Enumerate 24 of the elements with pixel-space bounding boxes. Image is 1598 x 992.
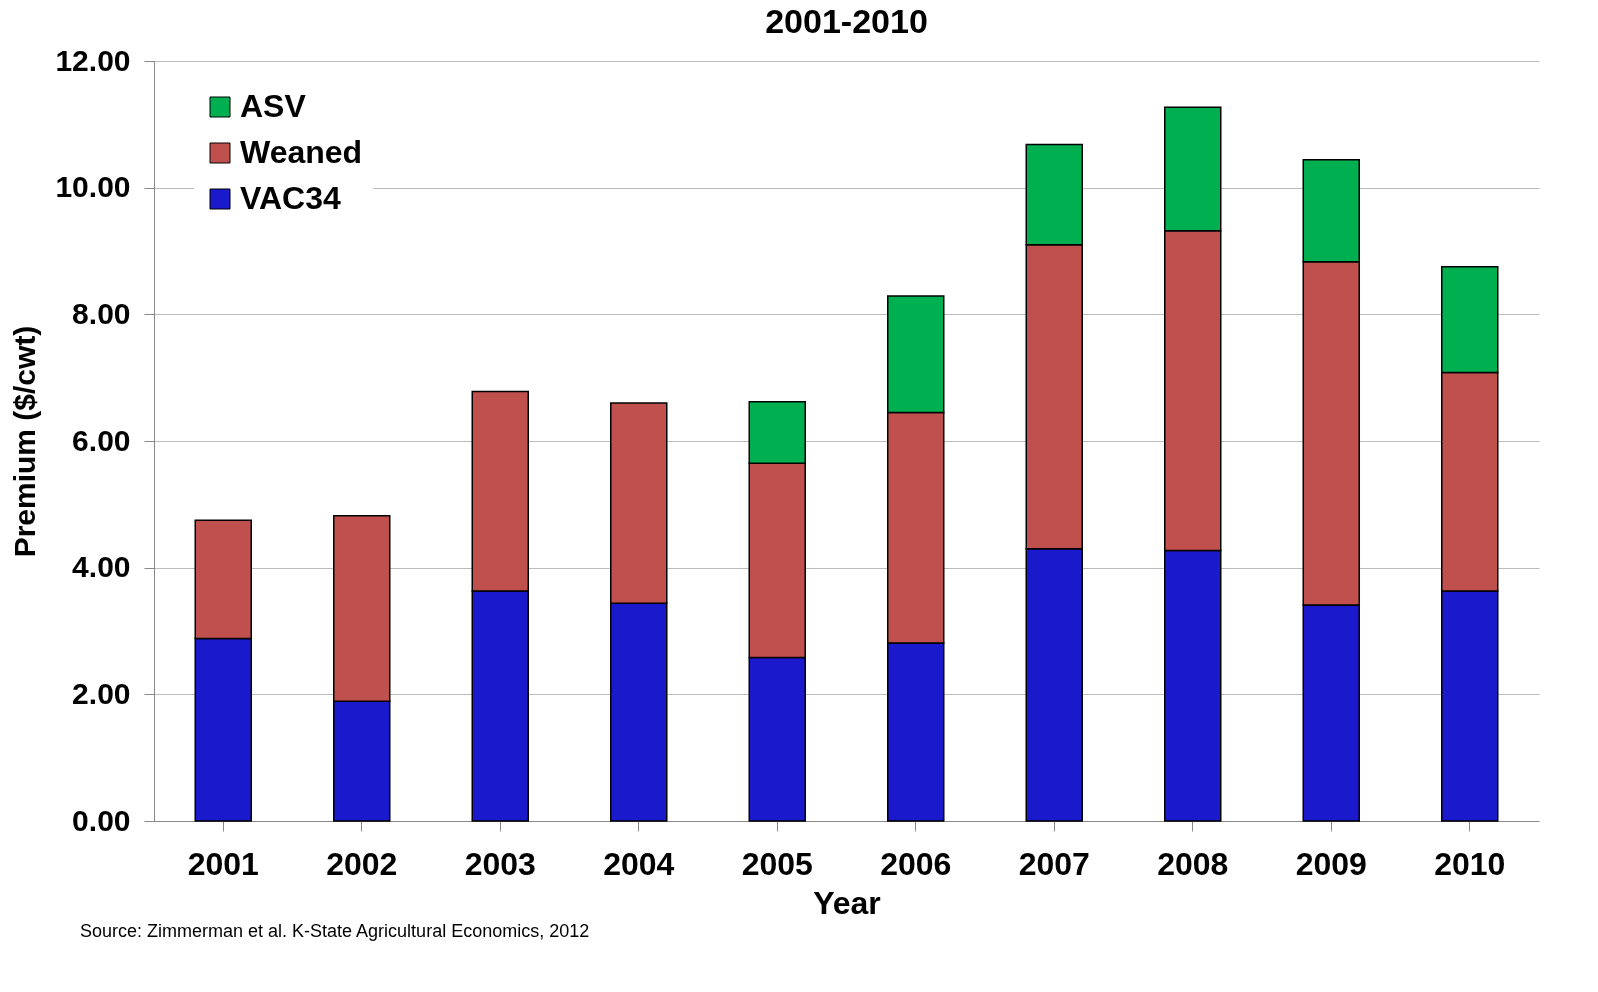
x-tick-label: 2009 [1295,845,1367,882]
y-axis-title: Premium ($/cwt) [8,325,42,558]
x-tick-label: 2002 [326,845,398,882]
x-tick-label: 2004 [603,845,675,882]
x-axis-title: Year [813,884,881,921]
x-tick-label: 2001 [187,845,259,882]
y-tick-label: 8.00 [72,296,131,330]
source-note: Source: Zimmerman et al. K-State Agricultural Economics, 2012 [79,921,591,942]
y-tick-label: 2.00 [72,676,131,710]
x-tick-label: 2008 [1157,845,1229,882]
legend-label: Weaned [240,134,363,170]
x-tick-label: 2010 [1434,845,1506,882]
y-tick-label: 6.00 [72,423,131,457]
x-tick-label: 2006 [880,845,952,882]
chart-title: 2001-2010 [765,2,928,40]
y-tick-label: 4.00 [72,550,131,584]
y-tick-label: 12.00 [55,43,131,77]
y-tick-label: 0.00 [72,803,131,837]
x-tick-label: 2003 [464,845,536,882]
x-tick-label: 2005 [741,845,813,882]
x-tick-label: 2007 [1018,845,1090,882]
legend-label: ASV [240,88,307,124]
y-tick-label: 10.00 [55,170,131,204]
legend-label: VAC34 [240,180,341,216]
